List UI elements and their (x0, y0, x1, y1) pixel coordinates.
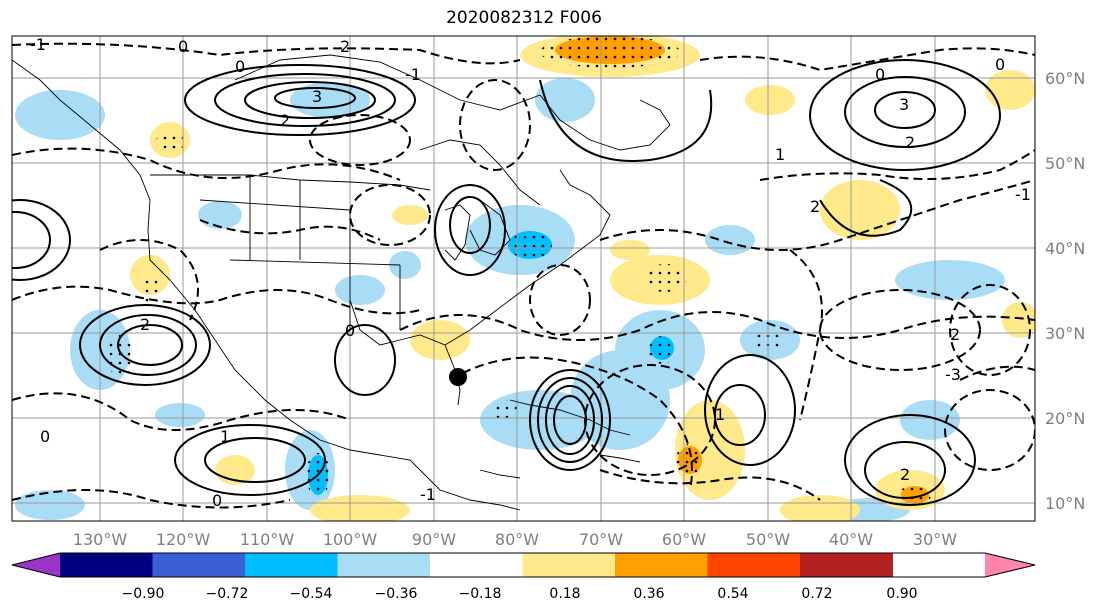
contour-label: 0 (178, 37, 188, 56)
colorbar-outline (11, 552, 1036, 578)
contour-label: 3 (899, 95, 909, 114)
lon-tick-label: 110°W (240, 530, 295, 549)
colorbar-tick-label: 0.72 (801, 586, 832, 602)
lon-tick-label: 40°W (829, 530, 873, 549)
solid-contours (12, 59, 1001, 506)
contour-label: 0 (212, 491, 222, 510)
contour-label: 2 (280, 111, 290, 130)
colorbar-segment (800, 553, 893, 577)
contour-label: 0 (995, 55, 1005, 74)
contour-labels: 3 3 2 1 2 2 1 2 2 -1 0 0 -1 2 0 0 0 -1 -… (30, 35, 1031, 510)
lat-tick-label: 40°N (1045, 239, 1085, 258)
coastlines (12, 54, 671, 511)
contour-label: 0 (40, 427, 50, 446)
contour-label: -1 (1015, 185, 1031, 204)
contour-label: -1 (30, 35, 46, 54)
colorbar: −0.90 −0.72 −0.54 −0.36 −0.18 0.18 0.36 … (11, 552, 1036, 602)
colorbar-tick-label: 0.36 (633, 586, 664, 602)
contour-label: 2 (905, 133, 915, 152)
map-title: 2020082312 F006 (446, 8, 602, 28)
contour-label: 1 (220, 427, 230, 446)
colorbar-segment (337, 553, 431, 577)
contour-label: 0 (235, 57, 245, 76)
plot-frame (11, 35, 1036, 522)
colorbar-segment (522, 553, 616, 577)
colorbar-segment (430, 553, 523, 577)
colorbar-tick-label: 0.54 (717, 586, 748, 602)
lon-tick-label: 50°W (746, 530, 790, 549)
dashed-contours (12, 42, 1035, 509)
colorbar-extend-right (985, 553, 1035, 577)
colorbar-tick-label: −0.36 (375, 586, 418, 602)
contour-label: 1 (715, 405, 725, 424)
colorbar-extend-left (12, 553, 60, 577)
colorbar-segment (707, 553, 801, 577)
lon-tick-label: 130°W (73, 530, 128, 549)
lat-tick-label: 50°N (1045, 154, 1085, 173)
lat-tick-label: 10°N (1045, 494, 1085, 513)
contour-label: 2 (340, 37, 350, 56)
colorbar-tick-label: −0.54 (290, 586, 333, 602)
lon-tick-labels: 130°W 120°W 110°W 100°W 90°W 80°W 70°W 6… (73, 530, 957, 549)
storm-center-marker (449, 368, 467, 386)
lon-tick-label: 30°W (913, 530, 957, 549)
contour-label: 2 (140, 315, 150, 334)
lon-tick-label: 120°W (156, 530, 211, 549)
contour-label: -1 (420, 485, 436, 504)
lat-tick-label: 20°N (1045, 409, 1085, 428)
lon-tick-label: 60°W (662, 530, 706, 549)
contour-label: -3 (945, 365, 961, 384)
colorbar-tick-label: 0.18 (549, 586, 580, 602)
lon-tick-label: 70°W (579, 530, 623, 549)
colorbar-segment (245, 553, 338, 577)
contour-label: 2 (810, 197, 820, 216)
lon-tick-label: 80°W (495, 530, 539, 549)
contour-label: 0 (875, 65, 885, 84)
lon-tick-label: 100°W (323, 530, 378, 549)
contour-label: 2 (900, 465, 910, 484)
lat-tick-labels: 60°N 50°N 40°N 30°N 20°N 10°N (1045, 69, 1085, 513)
lon-tick-label: 90°W (412, 530, 456, 549)
colorbar-segment (615, 553, 708, 577)
colorbar-tick-label: −0.90 (122, 586, 165, 602)
colorbar-tick-label: −0.72 (206, 586, 249, 602)
lat-tick-label: 60°N (1045, 69, 1085, 88)
lat-tick-label: 30°N (1045, 324, 1085, 343)
contour-label: 1 (775, 145, 785, 164)
contour-label: 0 (345, 321, 355, 340)
contour-label: 3 (312, 87, 322, 106)
contour-label: 2 (950, 325, 960, 344)
colorbar-segment (152, 553, 246, 577)
shaded-anomaly-fields (15, 36, 1035, 521)
colorbar-segment (60, 553, 153, 577)
contour-label: -1 (405, 65, 421, 84)
colorbar-tick-label: −0.18 (459, 586, 502, 602)
colorbar-tick-label: 0.90 (886, 586, 917, 602)
